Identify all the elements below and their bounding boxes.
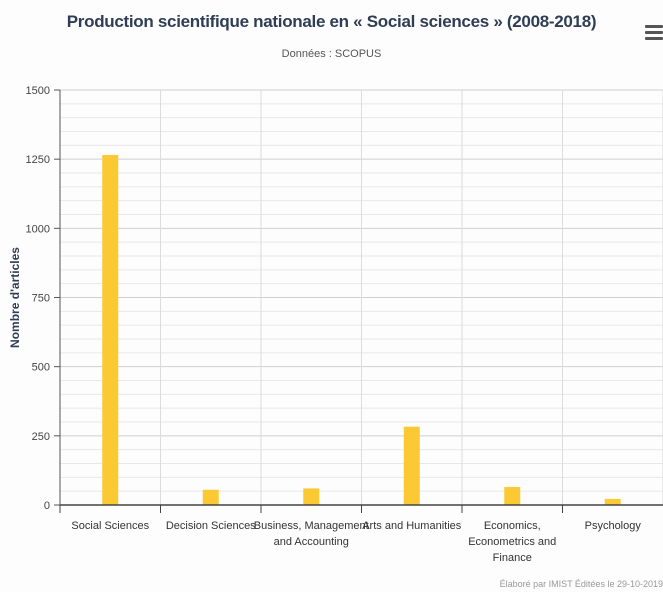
hamburger-menu-icon[interactable] <box>645 22 663 42</box>
x-tick-label: Decision Sciences <box>166 520 256 532</box>
x-tick-label: Econometrics and <box>468 536 556 548</box>
grid-layer <box>59 89 663 506</box>
x-tick-label: Business, Management <box>254 520 369 532</box>
y-tick-label: 500 <box>32 362 50 374</box>
x-tick-label: Psychology <box>585 520 642 532</box>
y-tick-label: 750 <box>32 293 50 305</box>
chart-title: Production scientifique nationale en « S… <box>66 12 597 31</box>
y-tick-label: 250 <box>32 431 50 443</box>
bar <box>303 488 320 505</box>
bar <box>403 426 420 505</box>
axis-layer: 0 250 500 750 1000 1250 1500 Social Sciences Dec… <box>8 85 663 564</box>
credit-text: Élaboré par IMIST Éditées le 29-10-2019 <box>499 579 663 589</box>
y-tick-label: 0 <box>44 500 50 512</box>
bar <box>202 489 219 505</box>
x-tick-label: Finance <box>493 552 532 564</box>
x-tick-label: and Accounting <box>274 536 349 548</box>
bars-layer <box>102 155 621 505</box>
x-tick-label: Arts and Humanities <box>362 520 462 532</box>
bar <box>102 155 119 505</box>
y-tick-label: 1000 <box>26 223 50 235</box>
chart-subtitle: Données : SCOPUS <box>281 48 382 60</box>
x-tick-label: Social Sciences <box>71 520 149 532</box>
y-tick-label: 1500 <box>26 85 50 97</box>
bar <box>504 487 521 505</box>
bar <box>604 498 621 505</box>
x-tick-label: Economics, <box>484 520 541 532</box>
y-tick-label: 1250 <box>26 154 50 166</box>
y-axis-title: Nombre d'articles <box>8 247 22 348</box>
